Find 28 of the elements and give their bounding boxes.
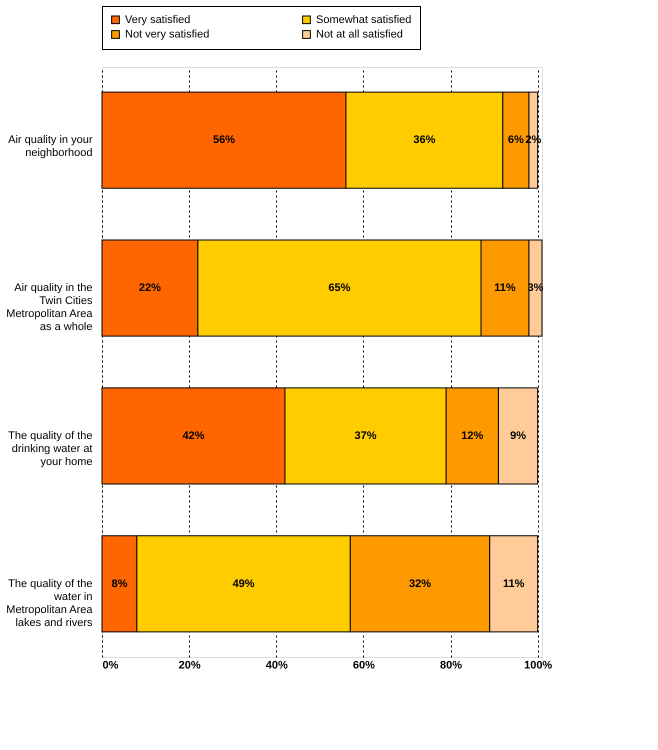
data-label: 11% (502, 578, 525, 590)
y-tick-label: The quality of the drinking water at your home (8, 430, 92, 468)
data-label: 65% (328, 282, 351, 294)
legend-label: Very satisfied (125, 14, 190, 26)
x-tick-label: 60% (352, 660, 376, 672)
data-label: 11% (494, 282, 516, 294)
y-tick-label: Air quality in your neighborhood (8, 134, 93, 160)
x-tick-label: 80% (440, 660, 462, 672)
data-label: 32% (409, 578, 432, 590)
legend-label: Not at all satisfied (316, 28, 403, 40)
y-tick-label: The quality of the water in Metropolitan Area lakes and rivers (6, 578, 94, 629)
data-label: 36% (413, 134, 436, 146)
x-tick-label: 100% (524, 660, 552, 672)
y-tick-label: Air quality in the Twin Cities Metropolitan Area as a whole (6, 282, 94, 334)
x-tick-label: 40% (266, 660, 288, 672)
data-label: 8% (111, 578, 128, 590)
data-label: 37% (354, 430, 377, 442)
data-label: 42% (182, 430, 205, 442)
data-label: 9% (510, 430, 526, 442)
x-tick-label: 20% (178, 660, 201, 672)
data-label: 56% (212, 134, 236, 146)
legend-label: Not very satisfied (125, 28, 210, 40)
data-label: 6% (508, 134, 524, 146)
data-label: 12% (461, 430, 484, 442)
data-label: 22% (138, 282, 162, 294)
legend-label: Somewhat satisfied (316, 14, 412, 26)
data-label: 49% (232, 578, 255, 590)
x-tick-label: 0% (102, 660, 119, 672)
